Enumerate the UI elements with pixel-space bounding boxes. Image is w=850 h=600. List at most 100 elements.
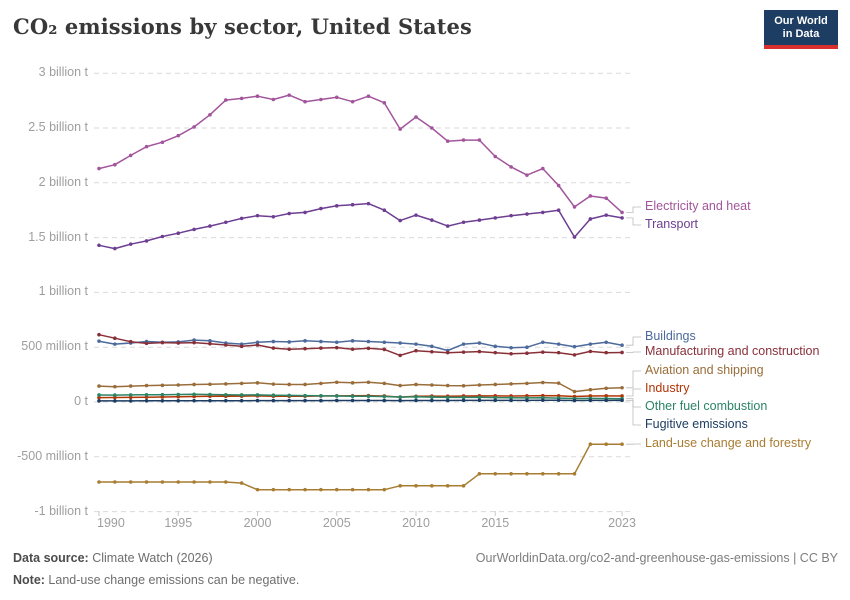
- data-point: [334, 398, 339, 403]
- data-point: [541, 398, 545, 403]
- data-point: [398, 341, 402, 345]
- y-axis-label: 2.5 billion t: [28, 120, 88, 134]
- series-label-fugitive-emissions[interactable]: Fugitive emissions: [645, 417, 748, 431]
- data-point: [255, 94, 260, 99]
- data-point: [160, 140, 165, 145]
- data-point: [493, 398, 498, 403]
- data-point: [255, 487, 260, 492]
- series-line-aviation-and-shipping: [98, 381, 623, 393]
- x-axis-label: 1990: [97, 516, 125, 530]
- data-point: [97, 339, 101, 343]
- series-label-manufacturing-and-construction[interactable]: Manufacturing and construction: [645, 344, 820, 358]
- data-point: [287, 398, 292, 403]
- series-label-other-fuel-combustion[interactable]: Other fuel combustion: [645, 399, 768, 413]
- data-source-label: Data source:: [13, 551, 89, 565]
- data-point: [572, 205, 577, 209]
- data-point: [414, 348, 418, 353]
- data-point: [303, 382, 307, 387]
- data-point: [287, 93, 292, 97]
- data-point: [192, 382, 196, 387]
- data-point: [509, 351, 513, 356]
- series-line-buildings: [98, 339, 623, 352]
- data-point: [461, 383, 466, 388]
- data-point: [588, 217, 593, 221]
- data-point: [303, 99, 307, 104]
- data-point: [224, 220, 228, 225]
- series-label-buildings[interactable]: Buildings: [645, 329, 696, 343]
- data-point: [334, 345, 339, 350]
- data-point: [556, 381, 561, 385]
- data-point: [271, 487, 276, 492]
- data-point: [445, 139, 450, 143]
- data-point: [160, 340, 165, 345]
- data-point: [271, 97, 276, 102]
- data-point: [556, 342, 561, 346]
- data-point: [414, 213, 418, 217]
- data-point: [239, 344, 244, 349]
- data-point: [525, 212, 529, 216]
- data-point: [572, 471, 577, 476]
- data-point: [509, 382, 513, 386]
- series-label-electricity-and-heat[interactable]: Electricity and heat: [645, 199, 751, 213]
- data-point: [366, 394, 371, 399]
- data-point: [319, 339, 323, 344]
- data-point: [271, 393, 276, 398]
- data-point: [398, 484, 402, 488]
- data-point: [224, 98, 228, 102]
- data-point: [525, 345, 529, 350]
- data-point: [430, 126, 434, 130]
- chart-footer: Data source: Climate Watch (2026) Note: …: [13, 547, 838, 591]
- data-point: [97, 384, 101, 388]
- data-point: [128, 395, 133, 400]
- series-label-land-use-change-and-forestry[interactable]: Land-use change and forestry: [645, 436, 812, 450]
- legend-connector: [626, 351, 641, 353]
- owid-logo[interactable]: Our World in Data: [764, 10, 838, 49]
- legend-connector: [626, 398, 641, 408]
- data-point: [97, 166, 101, 171]
- data-point: [541, 380, 545, 385]
- series-label-transport[interactable]: Transport: [645, 217, 699, 231]
- series-line-fugitive-emissions: [99, 399, 622, 402]
- data-point: [334, 204, 339, 208]
- legend-connector: [626, 400, 641, 426]
- data-point: [271, 382, 276, 386]
- data-point: [556, 208, 561, 212]
- data-point: [620, 343, 624, 348]
- data-point: [176, 480, 181, 484]
- data-point: [509, 396, 513, 400]
- owid-logo-line1: Our World: [774, 15, 828, 27]
- data-point: [350, 381, 355, 385]
- series-line-land-use-change-and-forestry: [99, 443, 622, 491]
- data-point: [192, 227, 196, 232]
- data-source-value[interactable]: Climate Watch (2026): [88, 551, 213, 565]
- data-point: [461, 395, 466, 400]
- legend-connector: [626, 336, 641, 346]
- series-label-industry[interactable]: Industry: [645, 381, 690, 395]
- series-label-aviation-and-shipping[interactable]: Aviation and shipping: [645, 363, 764, 377]
- data-point: [287, 347, 292, 351]
- data-point: [287, 382, 292, 387]
- data-point: [176, 383, 181, 387]
- data-point: [128, 339, 133, 344]
- data-point: [382, 340, 387, 345]
- data-point: [334, 394, 339, 398]
- data-point: [208, 339, 212, 343]
- data-point: [414, 395, 418, 399]
- data-point: [588, 442, 593, 446]
- data-point: [493, 154, 498, 159]
- data-point: [525, 351, 529, 356]
- data-point: [128, 242, 133, 246]
- data-point: [303, 398, 307, 403]
- y-axis-label: 1 billion t: [38, 284, 88, 299]
- y-axis-label: -500 million t: [17, 448, 88, 463]
- data-point: [588, 194, 593, 198]
- data-point: [541, 210, 545, 215]
- attribution-link[interactable]: OurWorldinData.org/co2-and-greenhouse-ga…: [475, 551, 838, 565]
- data-point: [556, 398, 561, 403]
- data-point: [287, 393, 292, 398]
- data-point: [319, 398, 323, 403]
- series-line-manufacturing-and-construction: [98, 333, 623, 357]
- data-point: [620, 350, 624, 355]
- data-point: [239, 216, 244, 221]
- data-point: [113, 399, 117, 403]
